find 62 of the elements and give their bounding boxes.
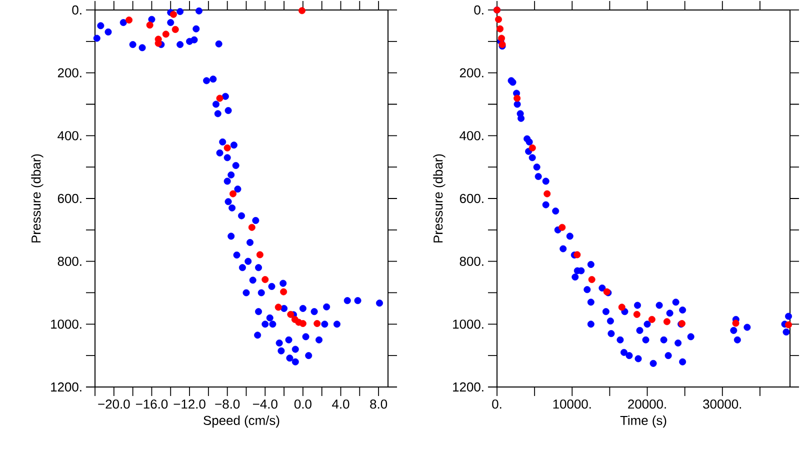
point	[732, 320, 740, 327]
y-axis-title: Pressure (dbar)	[31, 154, 44, 242]
x-axis-title: Time (s)	[620, 416, 666, 428]
point	[126, 16, 133, 24]
x-tick-label: −16.0	[136, 400, 168, 409]
x-tick-label: 0.0	[294, 400, 312, 409]
point	[162, 30, 170, 38]
point	[314, 320, 321, 328]
x-axis-title: Speed (cm/s)	[204, 416, 280, 428]
x-tick-label: 0.	[492, 400, 502, 409]
y-tick-label: 1000.	[453, 320, 484, 329]
point	[496, 25, 504, 32]
point	[574, 251, 581, 258]
point	[544, 190, 551, 198]
point	[663, 318, 670, 326]
point	[248, 224, 256, 231]
y-tick-label: 400.	[460, 131, 484, 140]
point	[224, 144, 231, 152]
point	[216, 94, 224, 102]
y-tick-label: 1200.	[51, 382, 82, 392]
y-tick-label: 600.	[58, 194, 82, 204]
x-tick-label: 10000.	[553, 400, 591, 409]
point	[299, 320, 306, 328]
y-tick-label: 1200.	[453, 382, 484, 392]
x-tick-label: 4.0	[332, 400, 350, 409]
point	[588, 276, 596, 284]
point	[262, 276, 269, 284]
y-tick-label: 0.	[474, 5, 484, 15]
point	[633, 310, 640, 318]
y-tick-label: 200.	[58, 68, 82, 78]
y-tick-label: 400.	[58, 131, 82, 140]
point	[558, 224, 566, 231]
y-tick-label: 800.	[460, 256, 484, 266]
y-tick-label: 600.	[460, 194, 484, 204]
x-tick-label: −20.0	[98, 400, 130, 409]
point	[298, 7, 306, 14]
point	[170, 10, 177, 18]
point	[146, 22, 154, 29]
point	[230, 190, 236, 198]
point	[785, 321, 792, 328]
point	[514, 94, 521, 102]
point	[172, 26, 179, 33]
x-tick-label: 30000.	[703, 400, 742, 409]
y-tick-label: 1000.	[51, 320, 82, 329]
x-tick-label: 20000.	[628, 400, 666, 409]
x-tick-label: −12.0	[174, 400, 206, 409]
point	[274, 304, 282, 311]
point	[287, 310, 294, 318]
y-tick-label: 800.	[58, 256, 82, 266]
point	[280, 288, 288, 296]
point	[648, 316, 656, 323]
x-tick-label: −4.0	[252, 400, 278, 409]
point	[495, 16, 502, 23]
point	[256, 251, 264, 258]
x-tick-label: 8.0	[370, 400, 388, 409]
y-tick-label: 200.	[460, 68, 484, 78]
point	[498, 34, 506, 42]
point	[618, 304, 626, 311]
y-axis-title: Pressure (dbar)	[433, 154, 446, 242]
point	[528, 144, 536, 152]
x-tick-label: −8.0	[215, 400, 240, 409]
y-tick-label: 0.	[72, 5, 82, 15]
